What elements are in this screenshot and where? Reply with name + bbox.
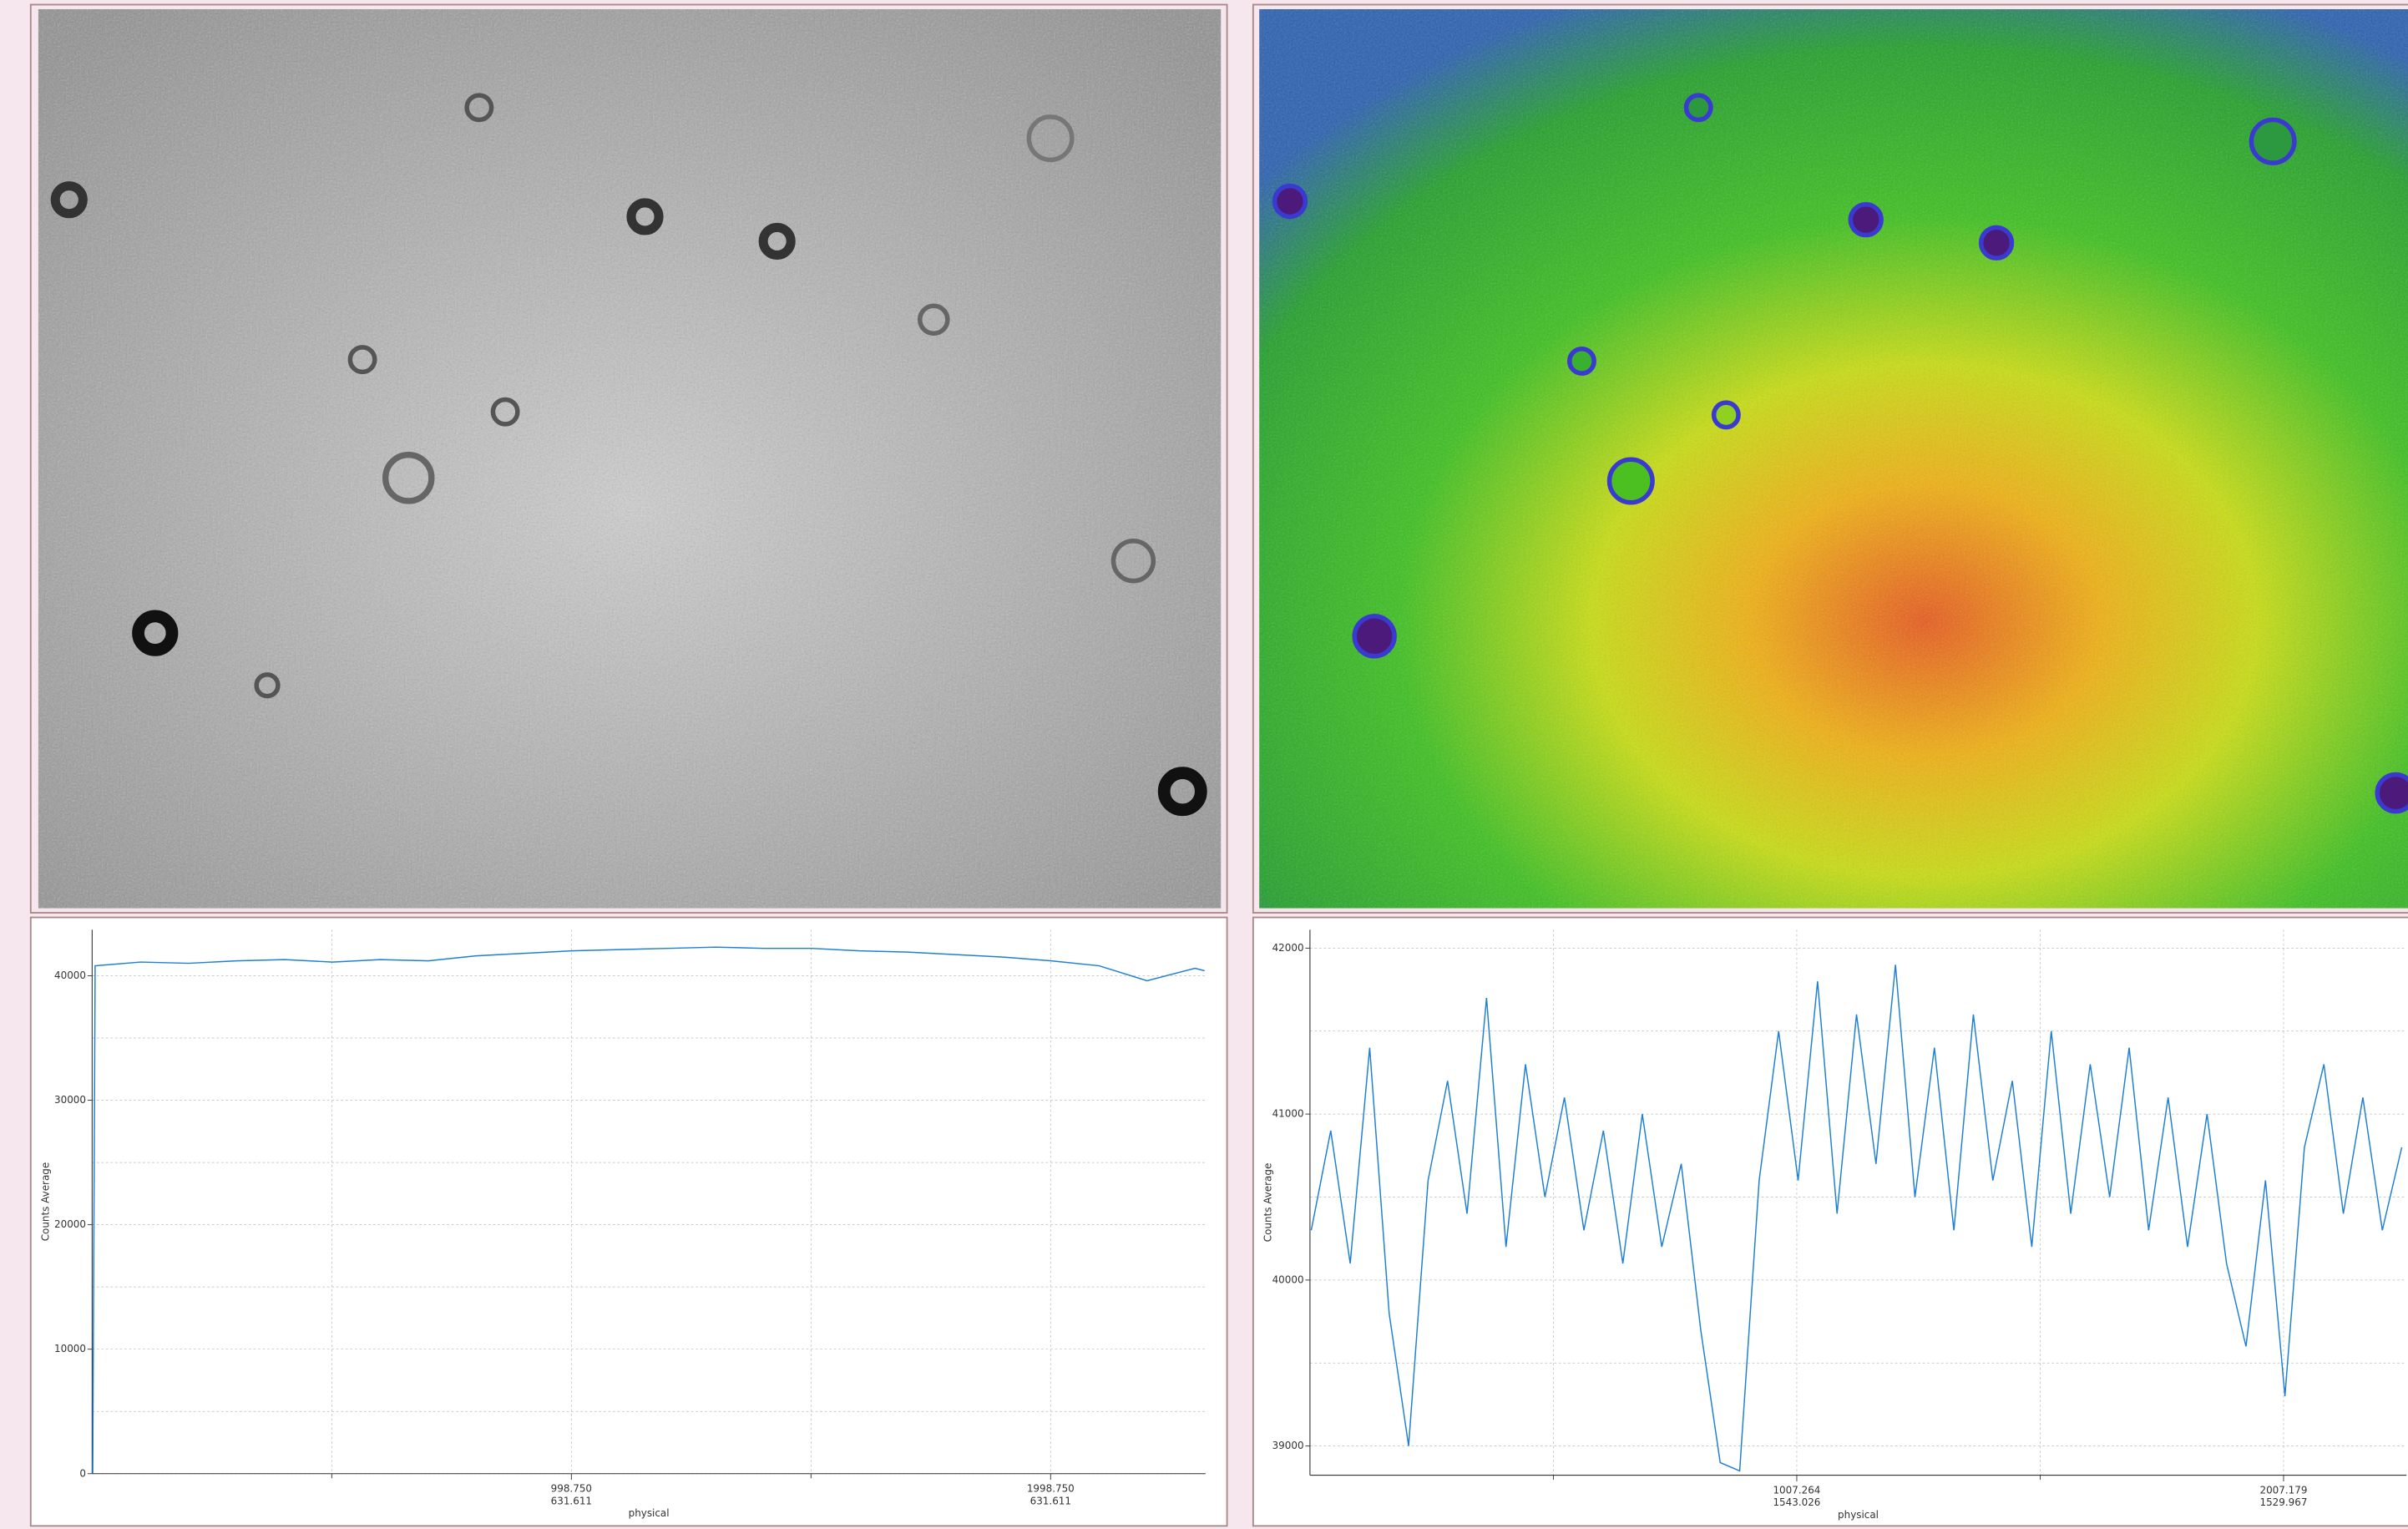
screenshot: 010000200003000040000998.750631.6111998.… (0, 0, 2408, 1529)
image-noise (1259, 9, 2408, 909)
y-axis-label: Counts Average (1262, 1163, 1274, 1243)
page: 010000200003000040000998.750631.6111998.… (0, 0, 2408, 1529)
x-tick-sublabel: 631.611 (1030, 1495, 1071, 1506)
x-tick-label: 998.750 (551, 1483, 592, 1495)
y-tick-label: 20000 (54, 1218, 86, 1230)
y-tick-label: 40000 (54, 970, 86, 981)
y-tick-label: 0 (79, 1467, 86, 1479)
chart-panel (31, 918, 1227, 1526)
x-tick-label: 2007.179 (2260, 1484, 2308, 1496)
y-tick-label: 40000 (1272, 1273, 1304, 1285)
image-noise (38, 9, 1221, 909)
y-tick-label: 30000 (54, 1094, 86, 1106)
x-tick-sublabel: 1529.967 (2260, 1496, 2308, 1508)
x-tick-sublabel: 631.611 (551, 1495, 592, 1506)
y-tick-label: 41000 (1272, 1108, 1304, 1120)
x-tick-label: 1007.264 (1773, 1484, 1820, 1496)
y-tick-label: 39000 (1272, 1440, 1304, 1451)
x-tick-sublabel: 1543.026 (1773, 1496, 1820, 1508)
y-tick-label: 10000 (54, 1343, 86, 1354)
chart-panel (1253, 918, 2408, 1526)
y-axis-label: Counts Average (40, 1162, 52, 1242)
x-axis-label: physical (1838, 1509, 1879, 1521)
x-tick-label: 1998.750 (1027, 1483, 1075, 1495)
x-axis-label: physical (629, 1507, 670, 1519)
y-tick-label: 42000 (1272, 942, 1304, 954)
